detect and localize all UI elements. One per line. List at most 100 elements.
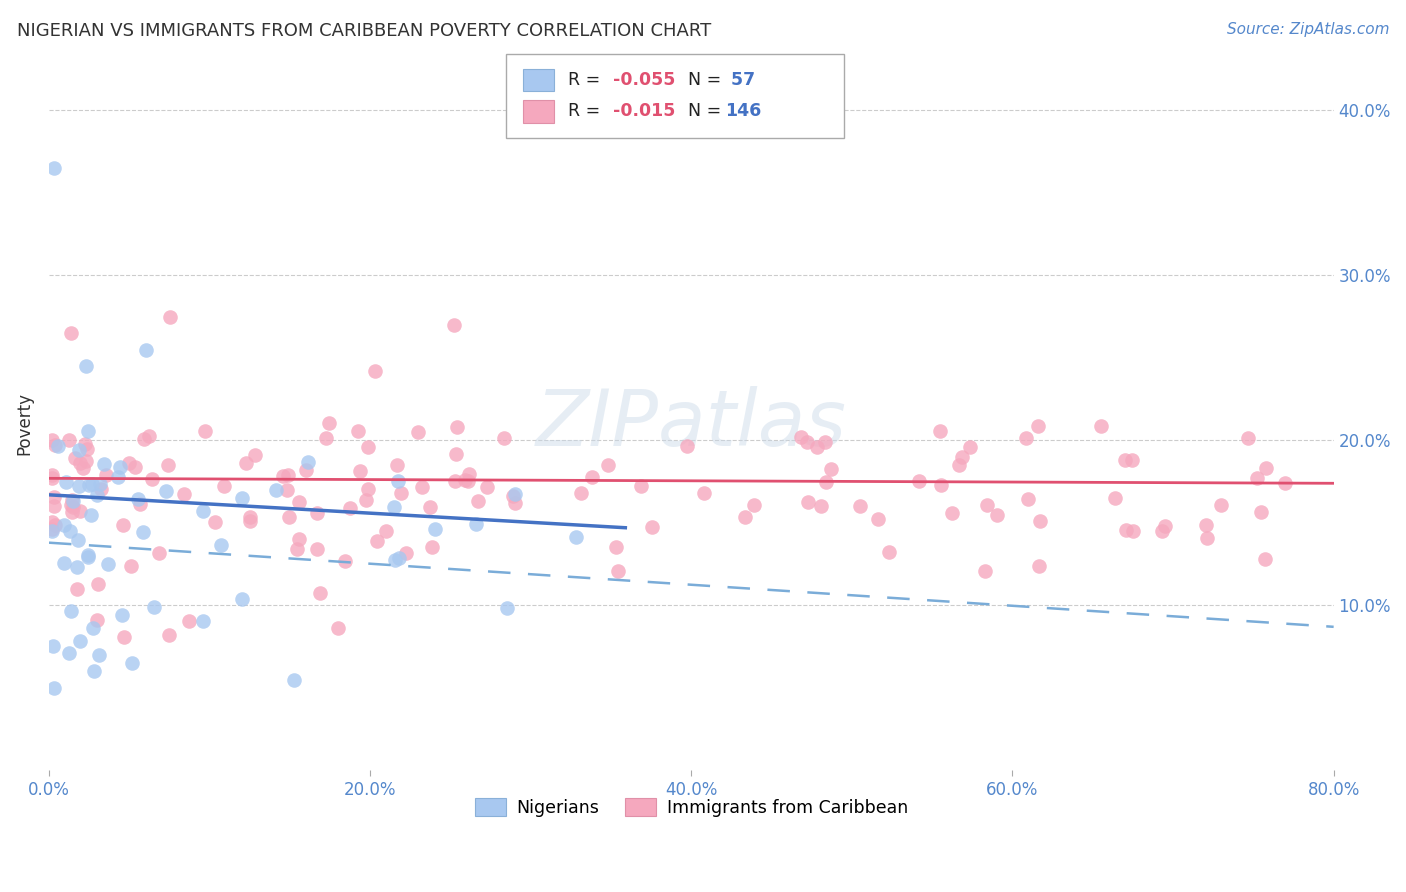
Point: [73, 437, 96, 451]
Point: [94, 468, 117, 483]
Point: [948, 458, 970, 472]
Point: [75, 359, 97, 373]
Point: [67, 443, 90, 458]
Point: [1015, 431, 1038, 445]
Point: [42, 640, 65, 654]
Point: [231, 491, 253, 506]
Point: [53, 556, 76, 570]
Point: [877, 545, 900, 559]
Point: [112, 630, 135, 644]
Point: [444, 474, 467, 488]
Point: [124, 460, 146, 475]
Point: [974, 564, 997, 578]
Point: [276, 483, 298, 497]
Point: [357, 482, 380, 496]
Point: [155, 483, 177, 498]
Point: [366, 533, 388, 548]
Point: [134, 432, 156, 446]
Point: [283, 673, 305, 687]
Point: [66, 560, 89, 574]
Point: [238, 510, 260, 524]
Point: [69, 456, 91, 470]
Point: [457, 475, 479, 489]
Point: [42, 161, 65, 176]
Point: [565, 530, 588, 544]
Point: [79, 508, 101, 522]
Point: [60, 493, 83, 508]
Point: [406, 425, 429, 439]
Point: [806, 440, 828, 454]
Point: [929, 478, 952, 492]
Point: [112, 518, 135, 533]
Point: [335, 554, 357, 568]
Point: [1026, 419, 1049, 434]
Point: [1246, 471, 1268, 485]
Point: [41, 471, 63, 485]
Point: [1121, 452, 1143, 467]
Point: [120, 558, 142, 573]
Point: [193, 504, 215, 518]
Point: [83, 665, 105, 679]
Point: [138, 429, 160, 443]
Point: [1195, 531, 1218, 545]
Point: [1209, 498, 1232, 512]
Point: [453, 473, 475, 487]
Point: [569, 486, 592, 500]
Point: [239, 514, 262, 528]
Text: Source: ZipAtlas.com: Source: ZipAtlas.com: [1226, 22, 1389, 37]
Point: [79, 477, 101, 491]
Point: [46, 440, 69, 454]
Point: [411, 480, 433, 494]
Point: [55, 475, 77, 489]
Point: [159, 310, 181, 324]
Point: [58, 646, 80, 660]
Point: [67, 479, 90, 493]
Point: [443, 318, 465, 332]
Point: [382, 500, 405, 515]
Point: [107, 470, 129, 484]
Point: [496, 601, 519, 615]
Text: 57: 57: [725, 71, 755, 89]
Text: 146: 146: [725, 103, 762, 120]
Point: [814, 475, 837, 490]
Point: [69, 504, 91, 518]
Point: [75, 454, 97, 468]
Point: [976, 498, 998, 512]
Point: [157, 628, 180, 642]
Point: [212, 479, 235, 493]
Point: [1017, 492, 1039, 507]
Point: [72, 461, 94, 475]
Point: [605, 540, 627, 554]
Point: [141, 472, 163, 486]
Point: [676, 439, 699, 453]
Point: [395, 546, 418, 560]
Point: [52, 518, 75, 533]
Point: [209, 538, 232, 552]
Point: [59, 326, 82, 340]
Point: [950, 450, 973, 465]
Point: [693, 485, 716, 500]
Text: ZIPatlas: ZIPatlas: [536, 386, 846, 462]
Point: [111, 608, 134, 623]
Y-axis label: Poverty: Poverty: [15, 392, 32, 456]
Text: N =: N =: [688, 71, 727, 89]
Point: [307, 542, 329, 557]
Point: [67, 533, 90, 548]
Point: [1254, 551, 1277, 566]
Point: [1104, 491, 1126, 506]
Point: [1115, 524, 1137, 538]
Point: [388, 551, 411, 566]
Point: [42, 681, 65, 695]
Point: [245, 448, 267, 462]
Point: [173, 487, 195, 501]
Point: [135, 343, 157, 357]
Point: [63, 451, 86, 466]
Point: [142, 599, 165, 614]
Point: [814, 434, 837, 449]
Point: [58, 433, 80, 447]
Point: [1122, 524, 1144, 538]
Point: [44, 438, 66, 452]
Point: [387, 474, 409, 488]
Text: N =: N =: [688, 103, 727, 120]
Text: NIGERIAN VS IMMIGRANTS FROM CARIBBEAN POVERTY CORRELATION CHART: NIGERIAN VS IMMIGRANTS FROM CARIBBEAN PO…: [17, 22, 711, 40]
